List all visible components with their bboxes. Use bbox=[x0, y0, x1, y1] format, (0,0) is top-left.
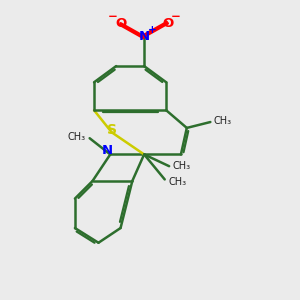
Text: +: + bbox=[148, 25, 157, 35]
Text: S: S bbox=[107, 123, 117, 137]
Text: N: N bbox=[102, 144, 113, 158]
Text: O: O bbox=[162, 17, 173, 30]
Text: CH₃: CH₃ bbox=[168, 177, 186, 188]
Text: O: O bbox=[115, 17, 126, 30]
Text: CH₃: CH₃ bbox=[173, 161, 191, 171]
Text: −: − bbox=[171, 11, 181, 23]
Text: CH₃: CH₃ bbox=[68, 132, 86, 142]
Text: CH₃: CH₃ bbox=[214, 116, 232, 126]
Text: −: − bbox=[107, 11, 117, 23]
Text: N: N bbox=[139, 30, 150, 43]
